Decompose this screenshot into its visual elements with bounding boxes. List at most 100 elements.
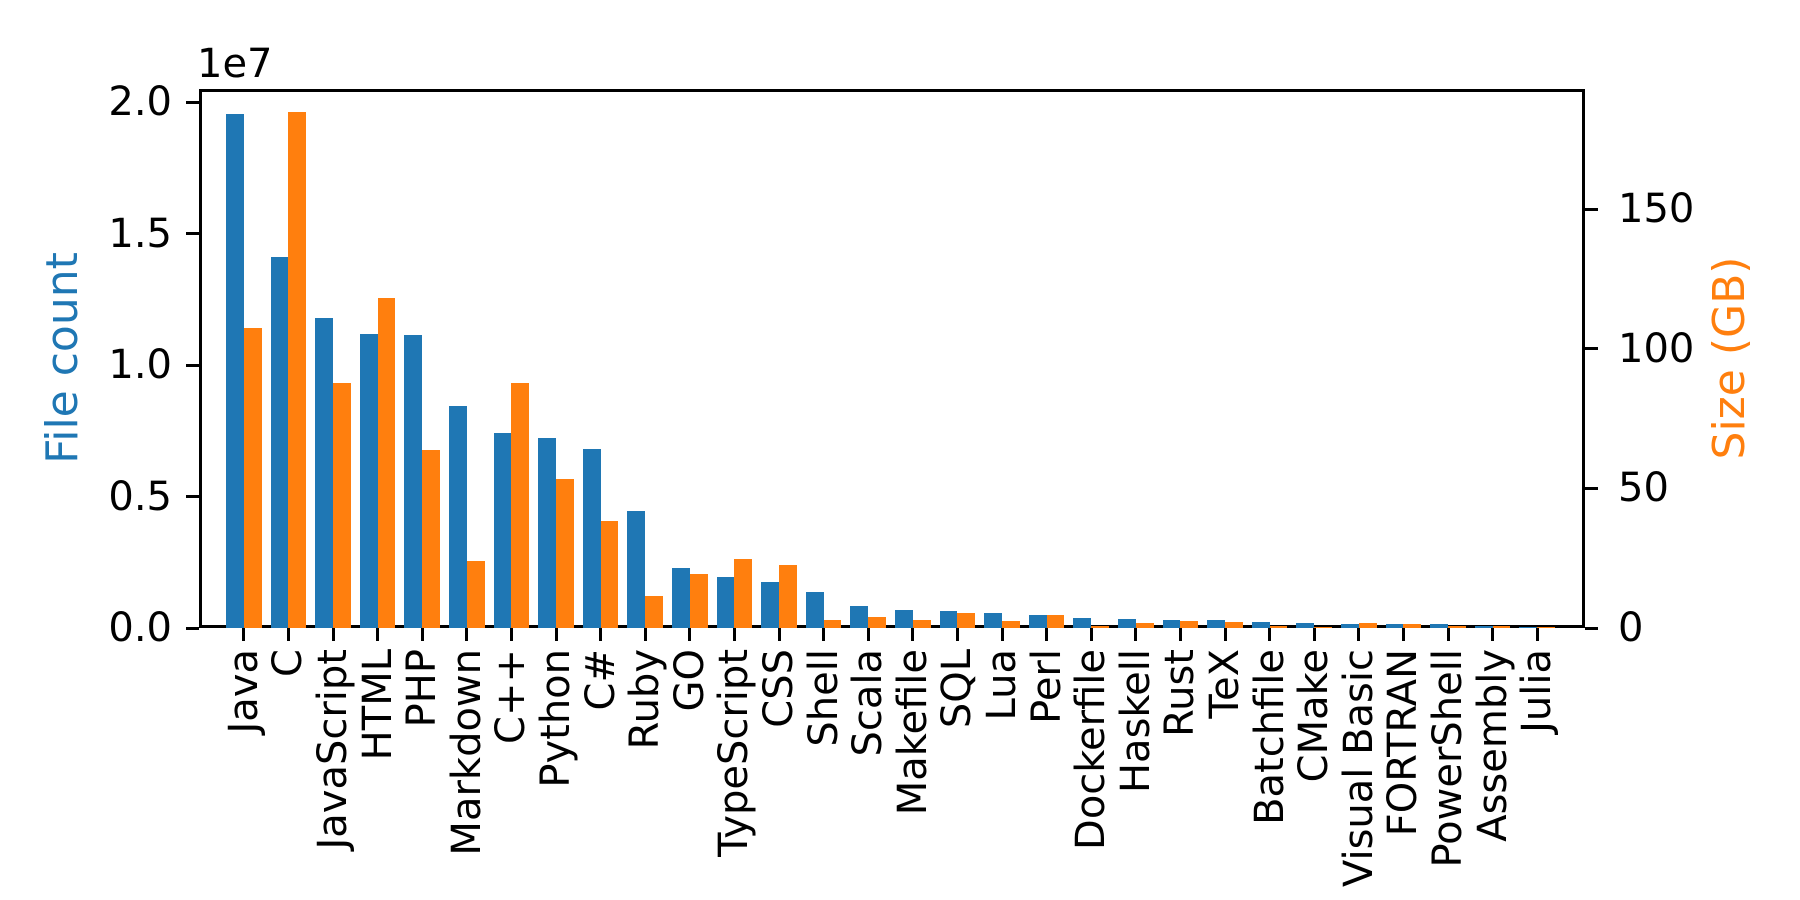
x-tick-label-c: C bbox=[265, 649, 312, 677]
x-axis-tick-php bbox=[420, 628, 424, 641]
x-tick-label-batchfile: Batchfile bbox=[1246, 649, 1293, 825]
left-axis-tick-label: 0.5 bbox=[108, 473, 172, 520]
x-axis-tick-typescript bbox=[732, 628, 736, 641]
x-axis-tick-java bbox=[242, 628, 246, 641]
x-tick-label-perl: Perl bbox=[1023, 649, 1070, 724]
left-axis-tick bbox=[186, 100, 199, 104]
bar-size-java bbox=[243, 328, 262, 628]
right-axis-tick bbox=[1585, 207, 1598, 211]
bar-size-c- bbox=[511, 382, 530, 628]
bar-files-java bbox=[226, 114, 244, 628]
x-axis-tick-c- bbox=[599, 628, 603, 641]
bar-files-powershell bbox=[1430, 624, 1448, 628]
bar-files-ruby bbox=[627, 510, 646, 628]
bar-size-fortran bbox=[1403, 623, 1422, 628]
bar-size-assembly bbox=[1492, 625, 1511, 628]
bar-size-python bbox=[556, 478, 574, 628]
x-axis-tick-scala bbox=[866, 628, 870, 641]
x-axis-tick-shell bbox=[822, 628, 826, 641]
x-axis-tick-dockerfile bbox=[1089, 628, 1093, 641]
bar-files-visual-basic bbox=[1341, 623, 1359, 628]
x-axis-tick-haskell bbox=[1134, 628, 1138, 641]
left-axis-tick-label: 0.0 bbox=[108, 605, 172, 651]
right-axis-tick-label: 0 bbox=[1618, 605, 1644, 651]
right-axis-tick-label: 150 bbox=[1618, 186, 1695, 233]
bar-size-scala bbox=[868, 617, 886, 628]
bar-size-tex bbox=[1225, 621, 1243, 628]
x-tick-label-go: GO bbox=[666, 649, 713, 712]
bar-files-lua bbox=[984, 612, 1002, 628]
left-axis-tick bbox=[186, 626, 199, 630]
x-axis-tick-ruby bbox=[643, 628, 647, 641]
bar-files-julia bbox=[1519, 626, 1538, 628]
x-tick-label-python: Python bbox=[533, 649, 579, 788]
bar-files-html bbox=[359, 334, 378, 628]
bar-size-go bbox=[689, 574, 708, 628]
bar-files-haskell bbox=[1118, 619, 1136, 628]
bar-size-php bbox=[422, 449, 440, 628]
x-tick-label-java: Java bbox=[220, 649, 267, 734]
x-tick-label-visual-basic: Visual Basic bbox=[1335, 649, 1382, 888]
x-tick-label-c-: C++ bbox=[488, 649, 535, 744]
bar-files-cmake bbox=[1296, 623, 1315, 628]
x-tick-label-cmake: CMake bbox=[1291, 649, 1338, 783]
bar-size-julia bbox=[1537, 627, 1555, 628]
x-axis-tick-markdown bbox=[465, 628, 469, 641]
bar-files-shell bbox=[805, 591, 824, 628]
x-axis-tick-perl bbox=[1045, 628, 1049, 641]
bar-files-javascript bbox=[315, 317, 333, 628]
x-tick-label-scala: Scala bbox=[845, 649, 892, 757]
bar-size-markdown bbox=[466, 561, 485, 628]
left-axis-tick bbox=[186, 363, 199, 367]
bar-size-powershell bbox=[1448, 626, 1466, 628]
x-axis-tick-batchfile bbox=[1268, 628, 1272, 641]
x-tick-label-julia: Julia bbox=[1514, 649, 1561, 733]
bar-files-python bbox=[538, 437, 556, 628]
bar-files-scala bbox=[850, 605, 869, 628]
bar-size-css bbox=[779, 564, 797, 628]
bar-files-tex bbox=[1207, 620, 1225, 628]
bar-size-ruby bbox=[645, 595, 663, 628]
bar-files-c- bbox=[493, 433, 512, 628]
bar-size-javascript bbox=[333, 382, 351, 628]
bar-size-visual-basic bbox=[1358, 622, 1377, 628]
x-axis-tick-javascript bbox=[331, 628, 335, 641]
bar-files-sql bbox=[939, 610, 958, 628]
bar-files-php bbox=[404, 334, 423, 628]
x-tick-label-tex: TeX bbox=[1202, 649, 1248, 719]
x-axis-tick-makefile bbox=[911, 628, 915, 641]
bar-size-c- bbox=[600, 520, 619, 628]
left-axis-tick-label: 2.0 bbox=[108, 79, 172, 126]
bar-size-cmake bbox=[1314, 626, 1332, 628]
x-tick-label-fortran: FORTRAN bbox=[1380, 649, 1427, 837]
x-tick-label-haskell: Haskell bbox=[1112, 649, 1159, 794]
left-axis-tick-label: 1.0 bbox=[108, 342, 172, 389]
bar-files-fortran bbox=[1385, 624, 1404, 628]
x-axis-tick-html bbox=[376, 628, 380, 641]
x-tick-label-lua: Lua bbox=[979, 649, 1025, 721]
bar-size-rust bbox=[1180, 620, 1199, 628]
x-tick-label-makefile: Makefile bbox=[889, 649, 936, 816]
bar-files-typescript bbox=[716, 577, 735, 628]
x-axis-tick-css bbox=[777, 628, 781, 641]
bar-size-makefile bbox=[912, 619, 931, 628]
bar-files-makefile bbox=[895, 610, 913, 628]
x-axis-tick-lua bbox=[1000, 628, 1004, 641]
bar-size-c bbox=[288, 111, 307, 628]
left-axis-offset-label: 1e7 bbox=[197, 41, 273, 87]
right-axis-tick bbox=[1585, 626, 1598, 630]
x-tick-label-typescript: TypeScript bbox=[711, 649, 758, 857]
bar-files-markdown bbox=[449, 405, 467, 628]
x-axis-tick-sql bbox=[955, 628, 959, 641]
x-axis-tick-c- bbox=[509, 628, 513, 641]
bar-files-c bbox=[270, 257, 289, 628]
bar-files-rust bbox=[1162, 619, 1181, 628]
x-tick-label-powershell: PowerShell bbox=[1425, 649, 1471, 868]
x-tick-label-ruby: Ruby bbox=[622, 649, 669, 750]
bar-size-haskell bbox=[1135, 622, 1154, 628]
bar-files-css bbox=[761, 581, 779, 628]
bar-size-lua bbox=[1002, 620, 1020, 628]
x-axis-tick-cmake bbox=[1312, 628, 1316, 641]
x-tick-label-markdown: Markdown bbox=[443, 649, 490, 856]
